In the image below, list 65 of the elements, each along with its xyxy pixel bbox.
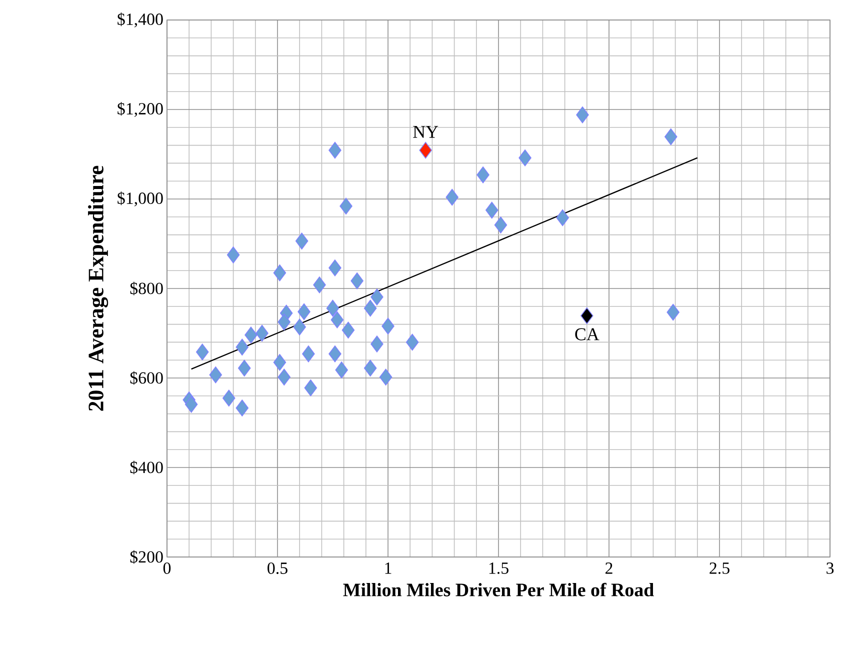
- y-tick-label: $600: [130, 371, 163, 385]
- point: [364, 300, 377, 317]
- point: [419, 142, 432, 159]
- point: [666, 304, 680, 321]
- x-tick-label: 2.5: [710, 562, 730, 574]
- point: [340, 198, 352, 215]
- point: [293, 318, 306, 336]
- point: [238, 360, 251, 377]
- point: [476, 166, 490, 184]
- x-tick-label: 3: [826, 562, 834, 574]
- x-tick-label: 1: [385, 562, 392, 574]
- x-tick-label: 2: [606, 562, 612, 574]
- point: [244, 326, 258, 344]
- point: [664, 128, 678, 146]
- point: [273, 264, 286, 282]
- point: [330, 311, 344, 328]
- x-tick-label: 0.5: [268, 562, 288, 574]
- y-axis-title: 2011 Average Expenditure: [88, 166, 108, 411]
- y-tick-label: $1,000: [118, 192, 163, 206]
- point: [328, 142, 342, 159]
- point: [485, 202, 498, 219]
- point: [326, 300, 340, 317]
- point: [184, 396, 198, 413]
- x-axis-title: Million Miles Driven Per Mile of Road: [343, 582, 654, 596]
- point: [209, 366, 222, 384]
- point: [494, 216, 508, 234]
- point: [364, 360, 377, 377]
- point: [273, 354, 286, 371]
- point: [328, 345, 342, 362]
- point: [379, 368, 392, 386]
- point: [556, 209, 569, 226]
- x-tick-label: 1.5: [489, 562, 508, 574]
- point: [313, 276, 326, 294]
- point: [295, 232, 308, 250]
- x-tick-label: 0: [163, 562, 171, 574]
- y-tick-label: $400: [130, 460, 163, 474]
- point: [236, 400, 249, 416]
- point: [236, 338, 249, 356]
- point: [580, 307, 594, 324]
- point: [222, 390, 236, 407]
- point: [335, 362, 348, 378]
- point: [196, 344, 209, 360]
- point: [406, 334, 419, 351]
- point: [328, 260, 342, 276]
- point: [518, 149, 532, 166]
- point: [226, 246, 240, 264]
- y-tick-label: $1,200: [118, 102, 163, 117]
- annotation: CA: [575, 328, 600, 340]
- point: [304, 379, 318, 396]
- point: [298, 303, 310, 320]
- point: [370, 288, 384, 306]
- point: [446, 188, 458, 206]
- point: [302, 345, 315, 362]
- point: [350, 272, 364, 290]
- annotation: NY: [413, 126, 438, 138]
- y-tick-label: $1,400: [118, 12, 163, 28]
- point: [278, 368, 291, 386]
- point: [342, 322, 355, 338]
- point: [278, 314, 291, 330]
- y-tick-label: $800: [130, 282, 163, 296]
- point: [370, 336, 384, 352]
- y-tick-label: $200: [130, 550, 163, 564]
- point: [382, 318, 394, 334]
- point: [256, 324, 268, 342]
- point: [576, 106, 589, 124]
